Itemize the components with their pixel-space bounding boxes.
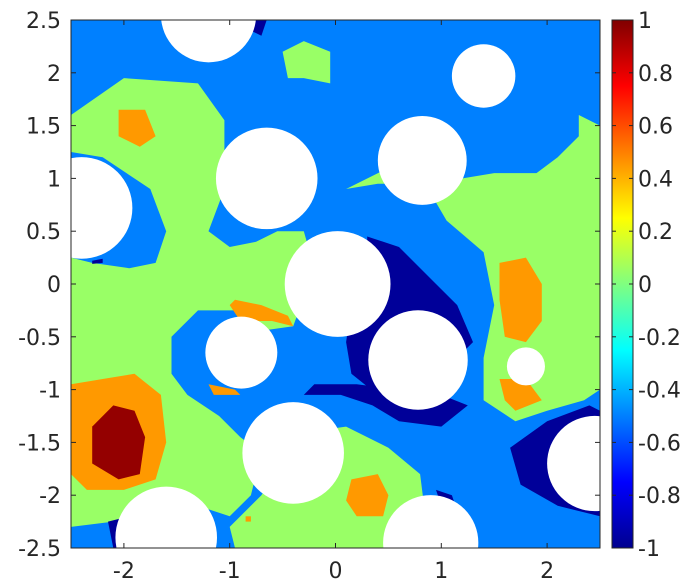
contour-plot-area: -2 -1 0 1 2 2.5 2 1.5 1 0.5 0 -0.5 -1 -1.5 -2 -2.5 bbox=[18, 9, 601, 584]
y-tick-label: 2 bbox=[47, 62, 61, 87]
contour-region bbox=[282, 41, 331, 84]
colorbar-tick-label: -1 bbox=[638, 537, 660, 562]
y-tick-label: 1 bbox=[47, 167, 61, 192]
y-tick-label: 0 bbox=[47, 273, 61, 298]
circular-hole bbox=[368, 310, 468, 410]
circular-hole bbox=[451, 44, 516, 108]
colorbar-tick-label: -0.8 bbox=[638, 484, 681, 509]
contour-region bbox=[499, 257, 542, 343]
y-tick-label: 1.5 bbox=[26, 115, 61, 140]
colorbar-tick-label: 0.2 bbox=[638, 220, 673, 245]
x-tick-label: -1 bbox=[219, 559, 241, 584]
contour-region bbox=[499, 379, 542, 411]
circular-hole bbox=[215, 127, 318, 230]
colorbar-tick-label: 0.8 bbox=[638, 62, 673, 87]
circular-hole bbox=[383, 495, 479, 548]
x-tick-label: 0 bbox=[329, 559, 343, 584]
x-tick-label: 1 bbox=[434, 559, 448, 584]
colorbar-tick-label: 0 bbox=[638, 273, 652, 298]
contour-region bbox=[346, 474, 389, 517]
circular-hole bbox=[377, 116, 467, 205]
colorbar-tick-label: -0.2 bbox=[638, 326, 681, 351]
contour-region bbox=[92, 258, 103, 264]
colorbar: 1 0.8 0.6 0.4 0.2 0 -0.2 -0.4 -0.6 -0.8 -1 bbox=[611, 9, 681, 562]
y-tick-label: -2 bbox=[39, 484, 61, 509]
circular-hole bbox=[547, 415, 600, 512]
circular-hole bbox=[205, 316, 278, 389]
contour-region bbox=[92, 405, 146, 480]
x-tick-label: 2 bbox=[540, 559, 554, 584]
circular-hole bbox=[161, 20, 256, 63]
colorbar-tick-label: 0.4 bbox=[638, 167, 673, 192]
x-tick-label: -2 bbox=[113, 559, 135, 584]
contour-region bbox=[346, 115, 600, 422]
circular-hole bbox=[284, 231, 391, 337]
colorbar-tick-label: -0.4 bbox=[638, 379, 681, 404]
y-tick-label: -2.5 bbox=[18, 537, 61, 562]
colorbar-tick-label: 1 bbox=[638, 9, 652, 34]
y-tick-label: -1.5 bbox=[18, 431, 61, 456]
contour-region bbox=[118, 109, 156, 147]
circular-hole bbox=[71, 157, 133, 259]
circular-hole bbox=[506, 347, 545, 386]
colorbar-tick-label: -0.6 bbox=[638, 431, 681, 456]
y-tick-label: 2.5 bbox=[26, 9, 61, 34]
colorbar-tick-label: 0.6 bbox=[638, 115, 673, 140]
y-tick-label: -0.5 bbox=[18, 326, 61, 351]
contour-region bbox=[245, 516, 251, 522]
contour-region bbox=[208, 384, 241, 395]
circular-hole bbox=[242, 402, 344, 504]
y-tick-label: 0.5 bbox=[26, 220, 61, 245]
y-tick-label: -1 bbox=[39, 379, 61, 404]
circular-hole bbox=[115, 486, 217, 548]
